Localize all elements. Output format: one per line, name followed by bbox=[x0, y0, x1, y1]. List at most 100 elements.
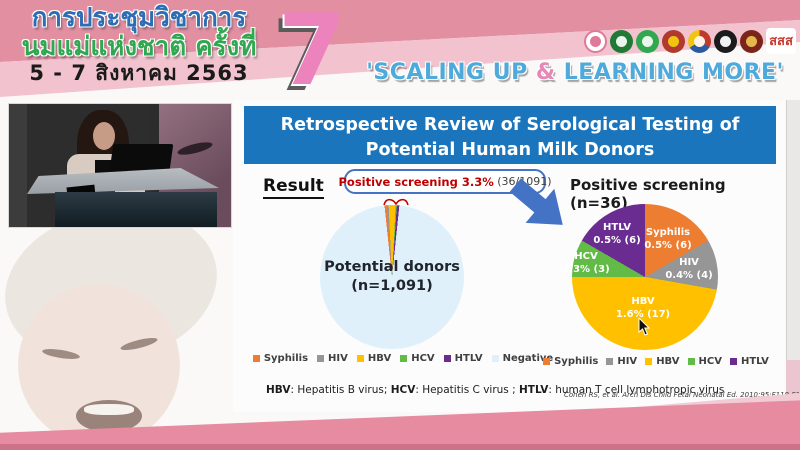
sponsor-logo-row: สสส bbox=[584, 24, 796, 58]
legend-item: Negative bbox=[491, 353, 554, 364]
edition-number: 7 bbox=[278, 0, 347, 108]
segment-label-hiv: HIV 0.4% (4) bbox=[656, 257, 722, 282]
ministry-of-public-health-logo bbox=[610, 29, 633, 53]
legend-item: HCV bbox=[687, 356, 722, 367]
slide-title-line2: Potential Human Milk Donors bbox=[365, 140, 655, 161]
legend-label: HTLV bbox=[740, 356, 769, 367]
conference-slogan: 'SCALING UP & LEARNING MORE' bbox=[352, 60, 798, 85]
legend-label: HCV bbox=[411, 353, 435, 364]
medical-council-logo bbox=[636, 29, 659, 53]
legend-label: HIV bbox=[617, 356, 638, 367]
legend-swatch bbox=[317, 355, 325, 362]
legend-label: HBV bbox=[367, 353, 392, 364]
legend-item: HBV bbox=[645, 356, 680, 367]
logo-glyph bbox=[720, 35, 731, 47]
legend-label: Syphilis bbox=[554, 356, 599, 367]
thaihealth-sss-logo: สสส bbox=[766, 28, 796, 54]
logo-glyph bbox=[668, 35, 679, 47]
conference-title-line2: นมแม่แห่งชาติ ครั้งที่ bbox=[21, 32, 257, 63]
donors-pie: Potential donors (n=1,091) bbox=[320, 205, 464, 349]
legend-item: HTLV bbox=[443, 353, 483, 364]
legend-swatch bbox=[543, 358, 551, 365]
legend-item: HTLV bbox=[729, 356, 769, 367]
positive-pie-title: Positive screening (n=36) bbox=[570, 176, 726, 212]
segment-name: HTLV bbox=[603, 222, 631, 233]
footnote-text: : human T cell lymphotropic virus bbox=[548, 384, 725, 396]
legend-swatch bbox=[645, 358, 653, 365]
legend-label: Negative bbox=[502, 353, 554, 364]
slide-title-line1: Retrospective Review of Serological Test… bbox=[280, 115, 740, 135]
legend-swatch bbox=[687, 358, 695, 365]
legend-item: Syphilis bbox=[543, 356, 598, 367]
logo-glyph bbox=[694, 35, 705, 47]
logo-glyph bbox=[642, 35, 653, 47]
result-heading: Result bbox=[263, 176, 324, 199]
positive-pie-legend: Syphilis HIV HBV HCV HTLV bbox=[543, 356, 769, 367]
presenter-face bbox=[93, 122, 115, 150]
callout-highlight: Positive screening 3.3% bbox=[338, 174, 494, 189]
legend-label: HTLV bbox=[454, 353, 483, 364]
legend-swatch bbox=[729, 358, 737, 365]
legend-item: HIV bbox=[317, 353, 348, 364]
footnote-text: : Hepatitis B virus; bbox=[290, 384, 391, 396]
pediatric-society-logo bbox=[714, 29, 737, 53]
legend-swatch bbox=[356, 355, 364, 362]
legend-label: HBV bbox=[656, 356, 680, 367]
slogan-ampersand: & bbox=[535, 60, 556, 85]
donors-pie-label-line1: Potential donors bbox=[324, 259, 460, 276]
logo-glyph bbox=[746, 35, 757, 47]
citation: Cohen RS, et al. Arch Dis Child Fetal Ne… bbox=[564, 391, 800, 399]
segment-name: HBV bbox=[631, 296, 655, 307]
bottom-pink-band-dark bbox=[0, 444, 800, 450]
breastfeeding-foundation-logo bbox=[584, 29, 607, 53]
callout-brace bbox=[383, 198, 409, 206]
legend-item: Syphilis bbox=[252, 353, 309, 364]
segment-label-hcv: HCV 0.3% (3) bbox=[550, 251, 622, 276]
slogan-text: LEARNING MORE' bbox=[555, 60, 784, 85]
logo-glyph bbox=[590, 35, 601, 47]
background-baby-photo bbox=[0, 189, 238, 446]
legend-swatch bbox=[400, 355, 408, 362]
conference-title-block: การประชุมวิชาการ นมแม่แห่งชาติ ครั้งที่ … bbox=[8, 3, 270, 86]
royal-college-logo bbox=[662, 29, 685, 53]
legend-label: Syphilis bbox=[263, 353, 309, 364]
segment-label-syphilis: Syphilis 0.5% (6) bbox=[631, 227, 705, 252]
segment-name: HIV bbox=[679, 257, 699, 268]
footnote-abbr: HTLV bbox=[519, 384, 549, 396]
slide-right-margin bbox=[786, 100, 800, 400]
segment-name: Syphilis bbox=[645, 227, 691, 238]
segment-label-htlv: HTLV 0.5% (6) bbox=[580, 222, 654, 247]
segment-value: 0.4% (4) bbox=[665, 269, 713, 281]
segment-value: 0.5% (6) bbox=[644, 239, 692, 251]
legend-swatch bbox=[491, 355, 499, 362]
segment-label-hbv: HBV 1.6% (17) bbox=[606, 296, 680, 321]
footnote-abbr: HCV bbox=[390, 384, 416, 396]
legend-item: HBV bbox=[356, 353, 392, 364]
slogan-text: 'SCALING UP bbox=[366, 60, 536, 85]
podium-front bbox=[55, 192, 217, 227]
segment-value: 0.3% (3) bbox=[562, 263, 610, 275]
legend-label: HIV bbox=[328, 353, 348, 364]
legend-item: HIV bbox=[606, 356, 637, 367]
legend-swatch bbox=[443, 355, 451, 362]
donors-pie-label: Potential donors (n=1,091) bbox=[324, 258, 460, 296]
segment-name: HCV bbox=[574, 251, 598, 262]
abbreviation-footnote: HBV: Hepatitis B virus; HCV: Hepatitis C… bbox=[266, 384, 724, 396]
slide-title-bar: Retrospective Review of Serological Test… bbox=[244, 106, 776, 164]
royal-institute-logo bbox=[740, 29, 763, 53]
legend-label: HCV bbox=[698, 356, 722, 367]
presenter-video-feed bbox=[8, 103, 232, 228]
conference-date: 5 - 7 สิงหาคม 2563 bbox=[29, 61, 249, 86]
footnote-text: : Hepatitis C virus ; bbox=[415, 384, 519, 396]
segment-value: 1.6% (17) bbox=[615, 308, 671, 320]
legend-item: HCV bbox=[400, 353, 435, 364]
footnote-abbr: HBV bbox=[266, 384, 291, 396]
donors-pie-label-line2: (n=1,091) bbox=[351, 278, 433, 294]
conference-title-line1: การประชุมวิชาการ bbox=[31, 3, 247, 33]
legend-swatch bbox=[252, 355, 260, 362]
donors-pie-legend: Syphilis HIV HBV HCV HTLV Negative bbox=[252, 353, 553, 364]
logo-glyph bbox=[616, 35, 627, 47]
mouse-cursor-icon bbox=[638, 318, 650, 336]
segment-value: 0.5% (6) bbox=[593, 234, 641, 246]
